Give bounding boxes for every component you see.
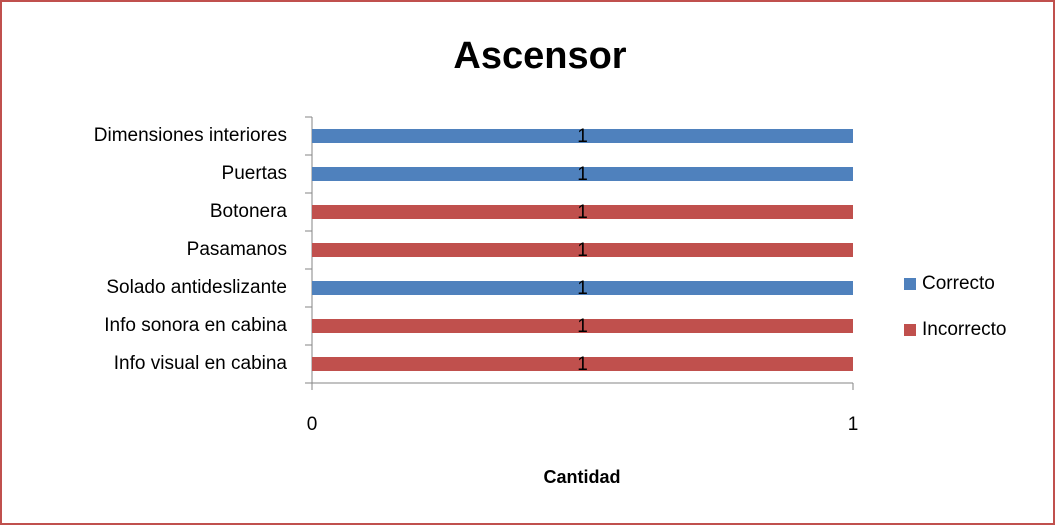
x-axis-label: Cantidad [543, 467, 620, 487]
y-tick-label: Pasamanos [187, 239, 287, 260]
data-label: 1 [577, 126, 588, 147]
y-tick-label: Info sonora en cabina [104, 315, 287, 336]
chart-title: Ascensor [453, 35, 626, 77]
legend-label: Incorrecto [922, 319, 1006, 340]
data-label: 1 [577, 354, 588, 375]
bar [312, 167, 853, 181]
legend-swatch [904, 278, 916, 290]
data-label: 1 [577, 316, 588, 337]
legend-label: Correcto [922, 273, 995, 294]
x-tick-label: 0 [307, 414, 318, 435]
y-tick-label: Info visual en cabina [114, 353, 288, 374]
data-label: 1 [577, 202, 588, 223]
y-tick-label: Solado antideslizante [106, 277, 287, 298]
bar [312, 243, 853, 257]
bar [312, 129, 853, 143]
y-tick-label: Botonera [210, 201, 288, 222]
data-label: 1 [577, 278, 588, 299]
x-tick-label: 1 [848, 414, 859, 435]
data-label: 1 [577, 164, 588, 185]
bar [312, 205, 853, 219]
y-tick-label: Dimensiones interiores [94, 125, 287, 146]
legend-swatch [904, 324, 916, 336]
data-label: 1 [577, 240, 588, 261]
bar [312, 281, 853, 295]
bar [312, 319, 853, 333]
y-tick-label: Puertas [222, 163, 287, 184]
bar [312, 357, 853, 371]
